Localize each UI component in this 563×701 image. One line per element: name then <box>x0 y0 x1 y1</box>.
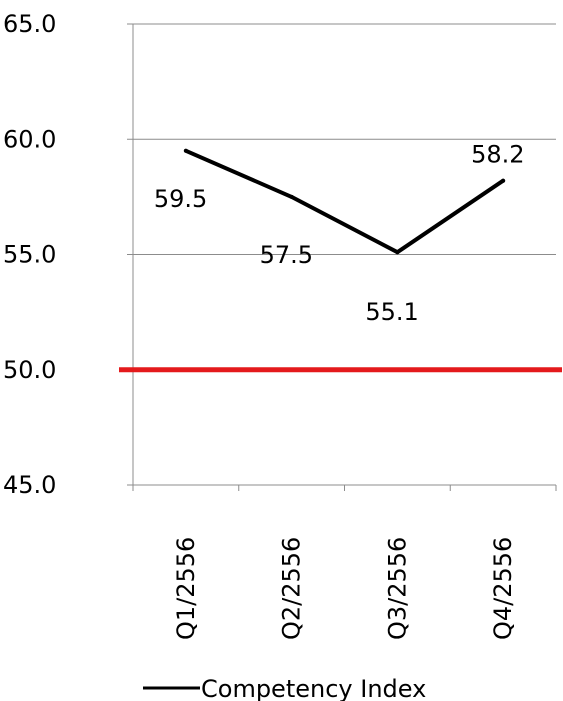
legend-series-label: Competency Index <box>201 675 426 701</box>
data-label-Q1/2556: 59.5 <box>154 185 207 213</box>
series-line-0 <box>183 148 506 255</box>
y-tick-label-55.0: 55.0 <box>3 241 56 269</box>
data-point-Q3/2556 <box>395 250 400 255</box>
data-point-Q4/2556 <box>501 178 506 183</box>
x-tick-label-Q2-2556: Q2/2556 <box>278 537 306 640</box>
data-point-Q1/2556 <box>183 148 188 153</box>
data-point-Q2/2556 <box>289 194 294 199</box>
data-labels: 59.5 57.5 55.1 58.2 <box>154 141 525 326</box>
legend: Competency Index <box>143 675 426 701</box>
y-tick-label-60.0: 60.0 <box>3 125 56 153</box>
y-tick-label-65.0: 65.0 <box>3 10 56 38</box>
x-tick-label-Q3-2556: Q3/2556 <box>383 537 411 640</box>
y-tick-label-50.0: 50.0 <box>3 356 56 384</box>
data-label-Q3/2556: 55.1 <box>365 298 418 326</box>
x-axis-ticks: Q1/2556 Q2/2556 Q3/2556 Q4/2556 <box>172 537 517 640</box>
series-layer <box>183 148 506 255</box>
x-tick-label-Q1-2556: Q1/2556 <box>172 537 200 640</box>
data-label-Q4/2556: 58.2 <box>471 141 524 169</box>
y-axis-ticks: 45.0 50.0 55.0 60.0 65.0 <box>3 10 56 499</box>
data-label-Q2/2556: 57.5 <box>260 241 313 269</box>
axes <box>127 23 557 491</box>
x-tick-label-Q4-2556: Q4/2556 <box>489 537 517 640</box>
y-tick-label-45.0: 45.0 <box>3 471 56 499</box>
